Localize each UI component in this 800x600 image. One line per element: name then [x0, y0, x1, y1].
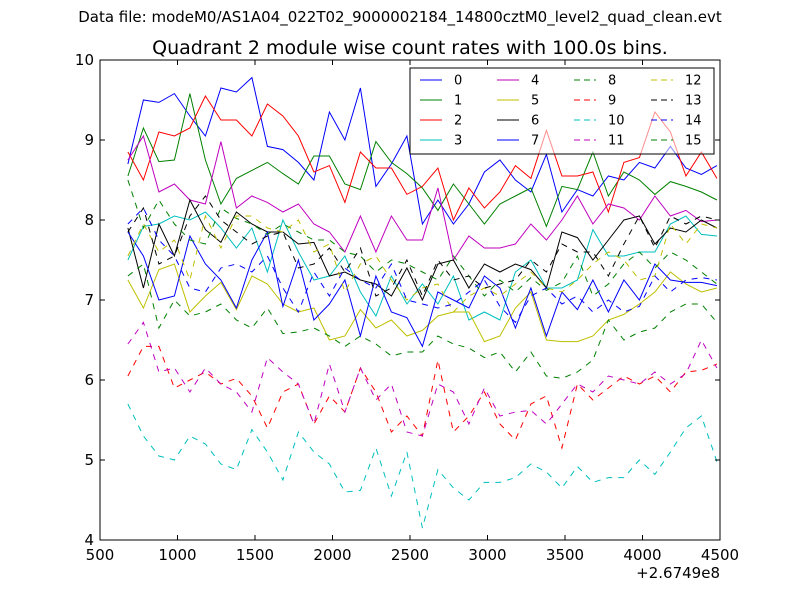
legend-label-9: 9 [608, 94, 616, 109]
figure-suptitle: Data file: modeM0/AS1A04_022T02_90000021… [78, 8, 722, 26]
x-tick-label: 1500 [236, 546, 274, 564]
x-tick-label: 3000 [468, 546, 506, 564]
y-tick-label: 8 [84, 211, 94, 229]
legend-label-14: 14 [685, 114, 702, 129]
y-tick-label: 9 [84, 131, 94, 149]
legend-label-10: 10 [608, 114, 625, 129]
y-tick-label: 10 [75, 51, 94, 69]
series-2-line [127, 94, 718, 222]
legend-label-0: 0 [454, 74, 462, 89]
legend-label-5: 5 [531, 94, 539, 109]
legend-label-6: 6 [531, 114, 539, 129]
series-13-line [127, 195, 718, 298]
y-tick-label: 5 [84, 451, 94, 469]
legend-label-8: 8 [608, 74, 616, 89]
y-tick-label: 7 [84, 291, 94, 309]
legend-label-13: 13 [685, 94, 702, 109]
legend-label-11: 11 [608, 134, 625, 149]
series-6-line [127, 198, 718, 302]
y-tick-label: 4 [84, 531, 94, 549]
series-8-line [127, 179, 718, 297]
x-tick-label: 4500 [701, 546, 739, 564]
series-7-line [127, 230, 718, 348]
plot-frame [99, 59, 721, 541]
x-tick-label: 4000 [623, 546, 661, 564]
x-axis-offset-label: +2.6749e8 [636, 564, 720, 582]
legend-label-12: 12 [685, 74, 702, 89]
x-tick-label: 2000 [313, 546, 351, 564]
x-tick-label: 2500 [391, 546, 429, 564]
legend-label-3: 3 [454, 134, 462, 149]
series-10-line [127, 403, 718, 529]
series-12-line [127, 214, 718, 313]
series-3-line [127, 211, 717, 321]
x-tick-label: 1000 [158, 546, 196, 564]
x-tick-label: 500 [86, 546, 115, 564]
series-4-line [127, 134, 717, 262]
series-5-line [127, 263, 718, 343]
x-tick-label: 3500 [546, 546, 584, 564]
series-15-line [127, 263, 718, 379]
series-14-line [127, 207, 717, 324]
legend-label-4: 4 [531, 74, 539, 89]
y-tick-label: 6 [84, 371, 94, 389]
legend-label-7: 7 [531, 134, 539, 149]
axes: 500 1000 1500 2000 2500 3000 3500 4000 4500 4 5 6 7 8… [75, 51, 739, 564]
series-layer [127, 76, 718, 529]
legend-label-15: 15 [685, 134, 702, 149]
legend-label-1: 1 [454, 94, 462, 109]
series-11-line [127, 321, 718, 437]
chart-title: Quadrant 2 module wise count rates with … [152, 37, 668, 59]
legend-label-2: 2 [454, 114, 462, 129]
